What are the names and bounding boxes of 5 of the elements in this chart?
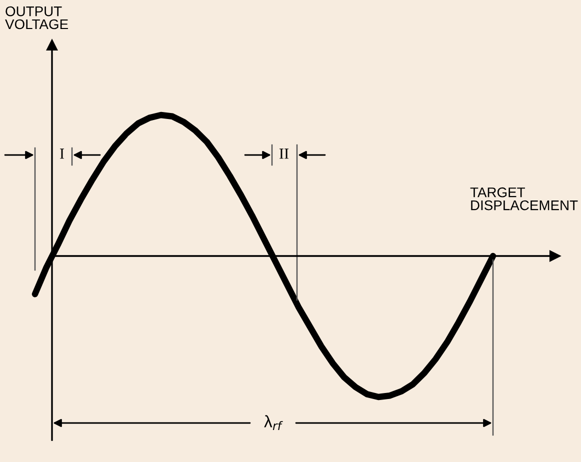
text: OUTPUT VOLTAGE: [5, 6, 68, 30]
annotation: I: [60, 148, 64, 159]
text: λ$_{rf}$: [264, 415, 283, 430]
x-axis-title: TARGET DISPLACEMENT: [470, 187, 578, 210]
annotation: II: [279, 148, 289, 159]
